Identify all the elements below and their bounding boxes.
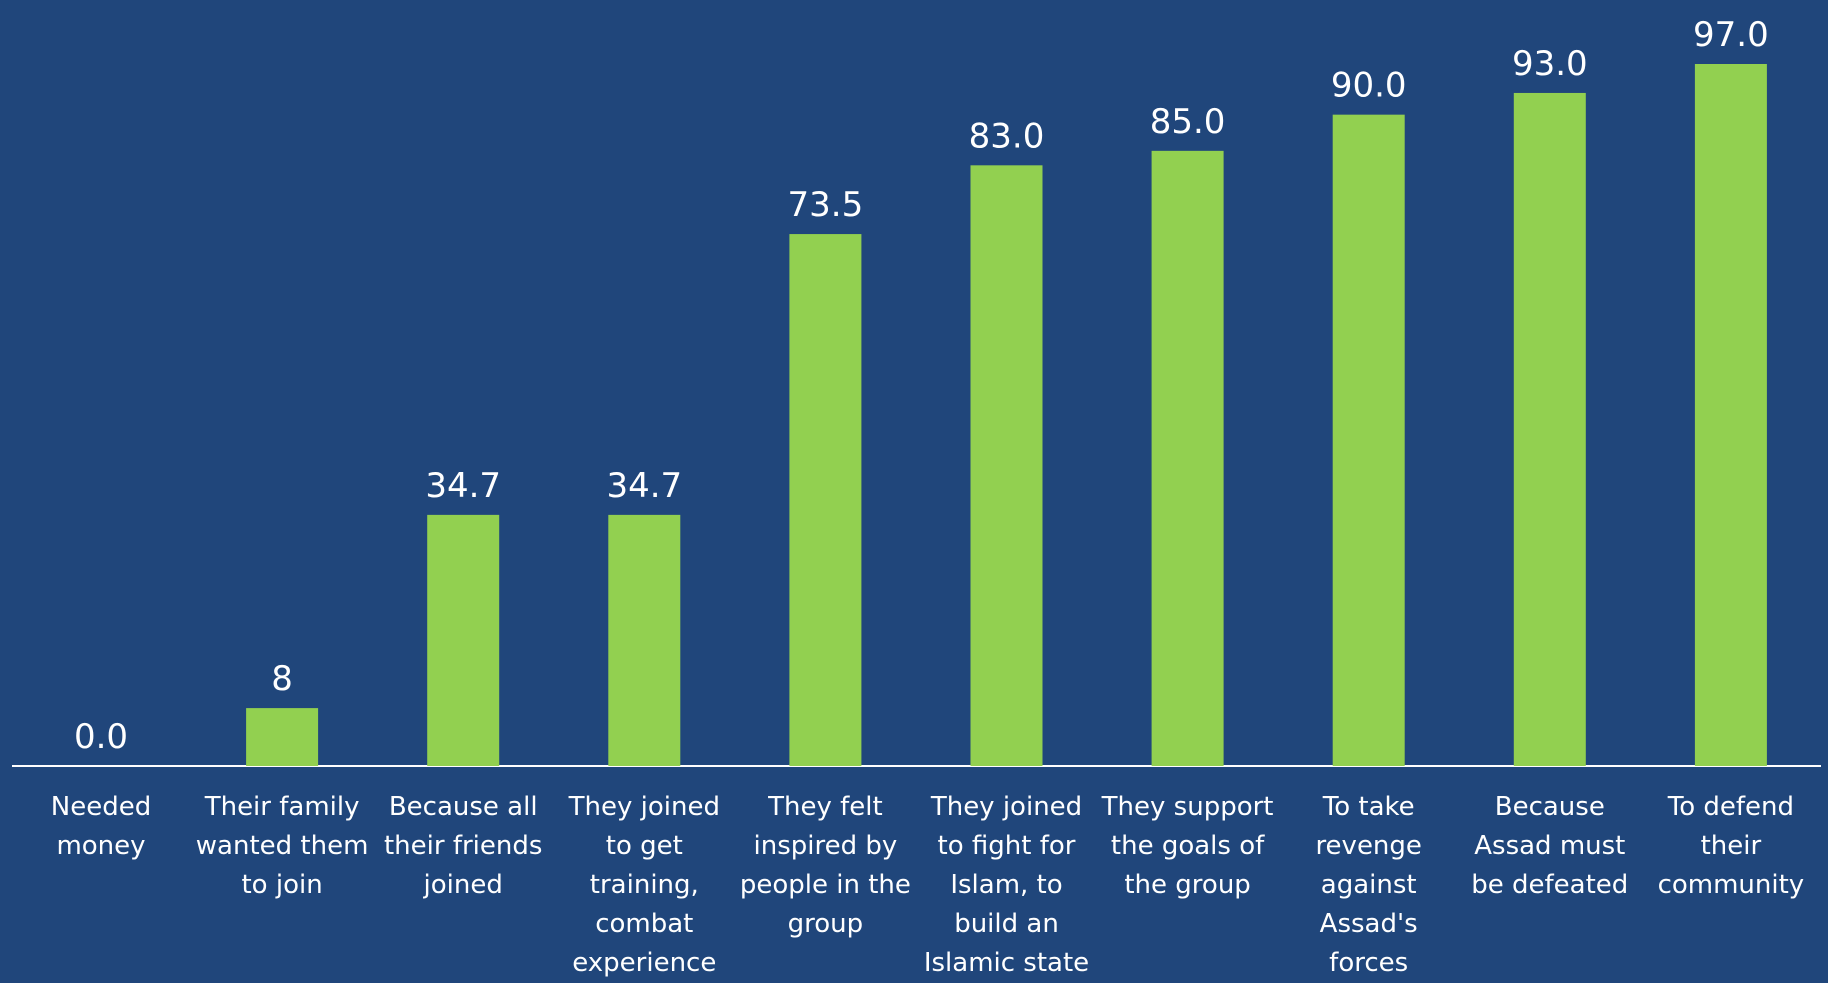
bar bbox=[1151, 150, 1224, 767]
value-label: 85.0 bbox=[1150, 102, 1226, 142]
x-tick-label: Because Assad must be defeated bbox=[1471, 792, 1629, 900]
value-label: 83.0 bbox=[969, 116, 1045, 156]
bar bbox=[970, 165, 1043, 766]
x-tick-label: They support the goals of the group bbox=[1101, 792, 1274, 900]
bar bbox=[608, 514, 681, 766]
value-label: 8 bbox=[271, 659, 293, 699]
bar bbox=[246, 708, 319, 766]
x-tick-label: Because all their friends joined bbox=[383, 792, 543, 900]
value-label: 97.0 bbox=[1693, 15, 1769, 55]
bar bbox=[789, 234, 862, 767]
bar bbox=[1332, 114, 1405, 766]
bar bbox=[1694, 64, 1767, 766]
bar bbox=[427, 514, 500, 766]
x-tick-label: To take revenge against Assad's forces bbox=[1315, 792, 1422, 978]
x-tick-label: Needed money bbox=[50, 792, 152, 861]
value-label: 0.0 bbox=[74, 717, 128, 757]
value-label: 90.0 bbox=[1331, 66, 1407, 106]
bar bbox=[1513, 92, 1586, 766]
value-label: 93.0 bbox=[1512, 44, 1588, 84]
x-tick-label: They joined to get training, combat expe… bbox=[568, 792, 720, 978]
x-tick-label: They felt inspired by people in the grou… bbox=[739, 792, 911, 939]
value-label: 34.7 bbox=[425, 466, 501, 506]
x-tick-label: They joined to fight for Islam, to build… bbox=[923, 792, 1090, 978]
x-tick-label: Their family wanted them to join bbox=[195, 792, 369, 900]
value-label: 34.7 bbox=[606, 466, 682, 506]
value-label: 73.5 bbox=[788, 185, 864, 225]
x-tick-label: To defend their community bbox=[1657, 792, 1805, 900]
